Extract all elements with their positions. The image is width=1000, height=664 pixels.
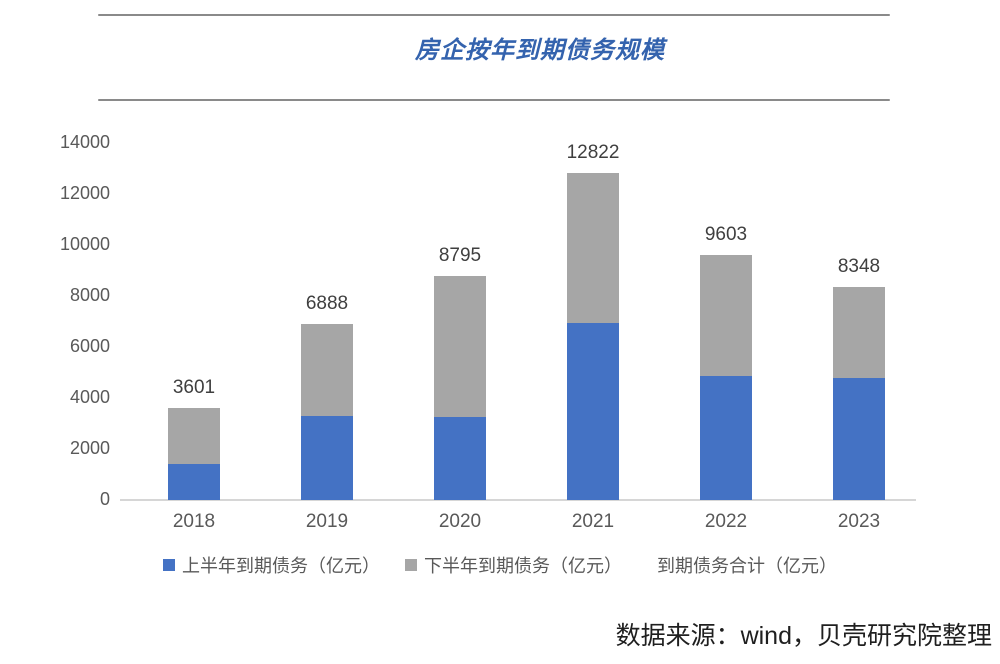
x-axis-category-label: 2020	[438, 511, 482, 532]
legend-label-total: 到期债务合计（亿元）	[657, 556, 837, 576]
y-axis-tick-label: 4000	[69, 387, 110, 407]
legend-swatch-blue-icon	[163, 559, 175, 571]
y-axis-tick-label: 8000	[69, 285, 110, 305]
x-axis-category-label: 2023	[837, 511, 881, 532]
bar-segment-second-half	[434, 275, 486, 418]
legend-item-total: 到期债务合计（亿元）	[657, 552, 837, 578]
y-axis-tick-label: 14000	[59, 132, 110, 152]
total-value-label: 6888	[305, 293, 349, 315]
legend-item-second-half: 下半年到期债务（亿元）	[405, 552, 622, 578]
y-axis-tick-label: 0	[99, 489, 110, 509]
bar-segment-second-half	[833, 287, 885, 378]
bar-segment-first-half	[700, 376, 752, 500]
total-value-label: 8348	[837, 256, 881, 278]
y-axis-tick-label: 12000	[59, 183, 110, 203]
legend-item-first-half: 上半年到期债务（亿元）	[163, 552, 380, 578]
y-axis-tick-label: 2000	[69, 438, 110, 458]
x-axis-category-label: 2019	[305, 511, 349, 532]
bar-segment-first-half	[567, 322, 619, 500]
bar-segment-first-half	[168, 464, 220, 500]
total-value-label: 3601	[172, 377, 216, 399]
x-axis-category-label: 2022	[704, 511, 748, 532]
bar-segment-second-half	[301, 324, 353, 416]
x-axis-category-label: 2021	[571, 511, 615, 532]
legend-label-first-half: 上半年到期债务（亿元）	[182, 556, 380, 576]
total-value-label: 8795	[438, 244, 482, 266]
legend-swatch-gray-icon	[405, 559, 417, 571]
x-axis-line	[120, 499, 916, 501]
bar-segment-second-half	[567, 173, 619, 323]
bar-segment-second-half	[168, 408, 220, 465]
legend-label-second-half: 下半年到期债务（亿元）	[424, 556, 622, 576]
y-axis-tick-label: 6000	[69, 336, 110, 356]
title-rule-bottom	[98, 99, 890, 101]
bar-segment-first-half	[301, 415, 353, 500]
total-value-label: 9603	[704, 224, 748, 246]
title-rule-top	[98, 14, 890, 16]
data-source-note: 数据来源：wind，贝壳研究院整理	[615, 622, 992, 650]
bar-segment-second-half	[700, 255, 752, 377]
y-axis-tick-label: 10000	[59, 234, 110, 254]
bar-segment-first-half	[434, 417, 486, 500]
total-value-label: 12822	[566, 142, 620, 164]
x-axis-category-label: 2018	[172, 511, 216, 532]
bar-segment-first-half	[833, 377, 885, 500]
chart-title: 房企按年到期债务规模	[415, 37, 665, 64]
